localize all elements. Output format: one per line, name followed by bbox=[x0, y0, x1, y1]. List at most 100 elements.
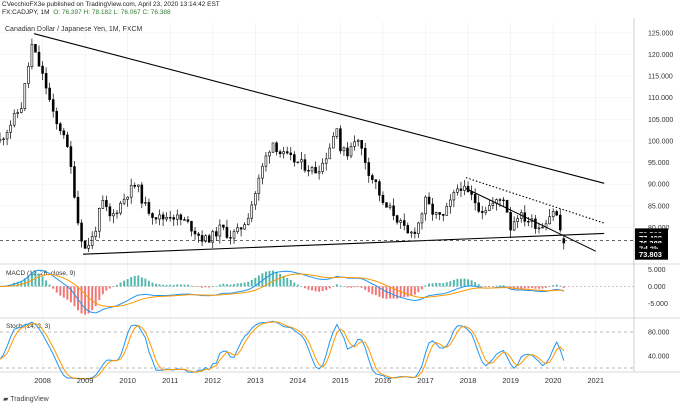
trendline-lower bbox=[82, 232, 605, 255]
macd-histogram-bar bbox=[328, 286, 331, 289]
candle-body bbox=[438, 212, 441, 215]
candle-body bbox=[90, 236, 94, 246]
macd-histogram-bar bbox=[282, 275, 285, 287]
macd-tick-label: 5.000 bbox=[648, 267, 666, 274]
candle-body bbox=[232, 231, 236, 239]
candle-body bbox=[342, 147, 346, 152]
macd-histogram-bar bbox=[13, 282, 16, 287]
macd-histogram-bar bbox=[38, 273, 40, 287]
candle-body bbox=[204, 235, 207, 242]
candle-body bbox=[140, 184, 144, 204]
macd-label: MACD (12, 26, close, 9) bbox=[6, 270, 76, 277]
macd-histogram-bar bbox=[140, 277, 143, 287]
macd-histogram-bar bbox=[20, 281, 23, 287]
candle-body bbox=[66, 134, 69, 147]
macd-histogram-bar bbox=[215, 285, 218, 287]
macd-histogram-bar bbox=[77, 286, 79, 311]
macd-histogram-bar bbox=[456, 278, 459, 287]
macd-histogram-bar bbox=[530, 286, 533, 289]
macd-histogram-bar bbox=[183, 284, 186, 287]
macd-histogram-bar bbox=[516, 286, 519, 290]
macd-histogram-bar bbox=[410, 286, 413, 296]
candle-body bbox=[133, 184, 137, 187]
macd-histogram-bar bbox=[307, 286, 310, 290]
candle-body bbox=[374, 179, 378, 182]
candle-body bbox=[48, 87, 51, 100]
candle-body bbox=[332, 136, 335, 149]
macd-histogram-bar bbox=[477, 284, 480, 287]
macd-histogram-bar bbox=[59, 286, 62, 296]
candle-body bbox=[168, 217, 172, 219]
macd-histogram-bar bbox=[84, 286, 87, 315]
price-pane bbox=[0, 33, 634, 255]
candle-body bbox=[9, 124, 12, 133]
candle-body bbox=[477, 202, 480, 212]
candle-body bbox=[314, 167, 317, 174]
candle-body bbox=[59, 123, 62, 132]
candle-body bbox=[512, 221, 516, 231]
macd-histogram-bar bbox=[66, 286, 69, 300]
candle-body bbox=[151, 213, 154, 218]
candle-body bbox=[144, 202, 147, 204]
x-tick-label: 2021 bbox=[587, 376, 604, 385]
candle-body bbox=[527, 221, 530, 223]
footer-text: TradingView bbox=[10, 396, 49, 403]
macd-histogram-bar bbox=[172, 284, 175, 287]
macd-histogram-bar bbox=[396, 286, 399, 299]
candle-body bbox=[346, 147, 349, 157]
grid-layer bbox=[0, 18, 680, 373]
macd-histogram-bar bbox=[385, 286, 388, 299]
macd-histogram-bar bbox=[194, 286, 196, 287]
candle-body bbox=[147, 202, 151, 214]
candle-body bbox=[402, 220, 406, 226]
candle-body bbox=[250, 204, 254, 219]
candle-body bbox=[431, 203, 434, 215]
candle-body bbox=[335, 128, 339, 137]
candle-body bbox=[363, 147, 367, 163]
y-tick-label: 95.000 bbox=[648, 160, 670, 167]
stoch-label: Stoch (14, 3, 3) bbox=[6, 323, 51, 330]
candle-body bbox=[289, 152, 293, 155]
x-tick-label: 2012 bbox=[204, 376, 221, 385]
macd-histogram-bar bbox=[272, 270, 275, 287]
macd-histogram-bar bbox=[374, 286, 377, 296]
candle-body bbox=[222, 224, 225, 228]
candle-body bbox=[30, 44, 34, 67]
candle-body bbox=[537, 227, 541, 230]
macd-histogram-bar bbox=[534, 286, 537, 289]
macd-histogram-bar bbox=[243, 282, 246, 287]
macd-histogram-bar bbox=[527, 286, 530, 289]
candle-body bbox=[23, 83, 27, 109]
x-tick-label: 2018 bbox=[460, 376, 477, 385]
macd-histogram-bar bbox=[452, 279, 455, 287]
candle-body bbox=[356, 139, 360, 143]
candle-body bbox=[548, 216, 551, 225]
macd-histogram-bar bbox=[94, 286, 97, 307]
candle-body bbox=[108, 206, 112, 217]
macd-histogram-bar bbox=[548, 286, 551, 287]
candle-body bbox=[105, 200, 108, 208]
macd-histogram-bar bbox=[126, 279, 129, 287]
macd-histogram-bar bbox=[559, 285, 562, 287]
stoch-k-line bbox=[0, 320, 565, 380]
y-tick-label: 100.000 bbox=[648, 138, 673, 145]
x-tick-label: 2011 bbox=[162, 376, 178, 385]
x-tick-label: 2017 bbox=[417, 376, 434, 385]
candle-body bbox=[441, 214, 445, 216]
macd-histogram-bar bbox=[264, 271, 267, 287]
candle-body bbox=[541, 226, 544, 229]
candle-body bbox=[399, 220, 402, 223]
candle-body bbox=[172, 217, 176, 220]
candle-body bbox=[16, 112, 20, 114]
candle-body bbox=[449, 199, 452, 207]
candle-body bbox=[420, 213, 424, 224]
macd-histogram-bar bbox=[73, 286, 76, 307]
macd-histogram-bar bbox=[254, 277, 257, 287]
macd-histogram-bar bbox=[211, 286, 214, 287]
macd-histogram-bar bbox=[445, 282, 448, 287]
candle-body bbox=[193, 230, 197, 235]
macd-histogram-bar bbox=[442, 283, 445, 287]
candle-body bbox=[378, 181, 381, 196]
macd-histogram-bar bbox=[52, 286, 55, 289]
axis-layer: 2008 2009 2010 2011 2012 2013 2014 2015 2016 2017… bbox=[34, 30, 673, 385]
